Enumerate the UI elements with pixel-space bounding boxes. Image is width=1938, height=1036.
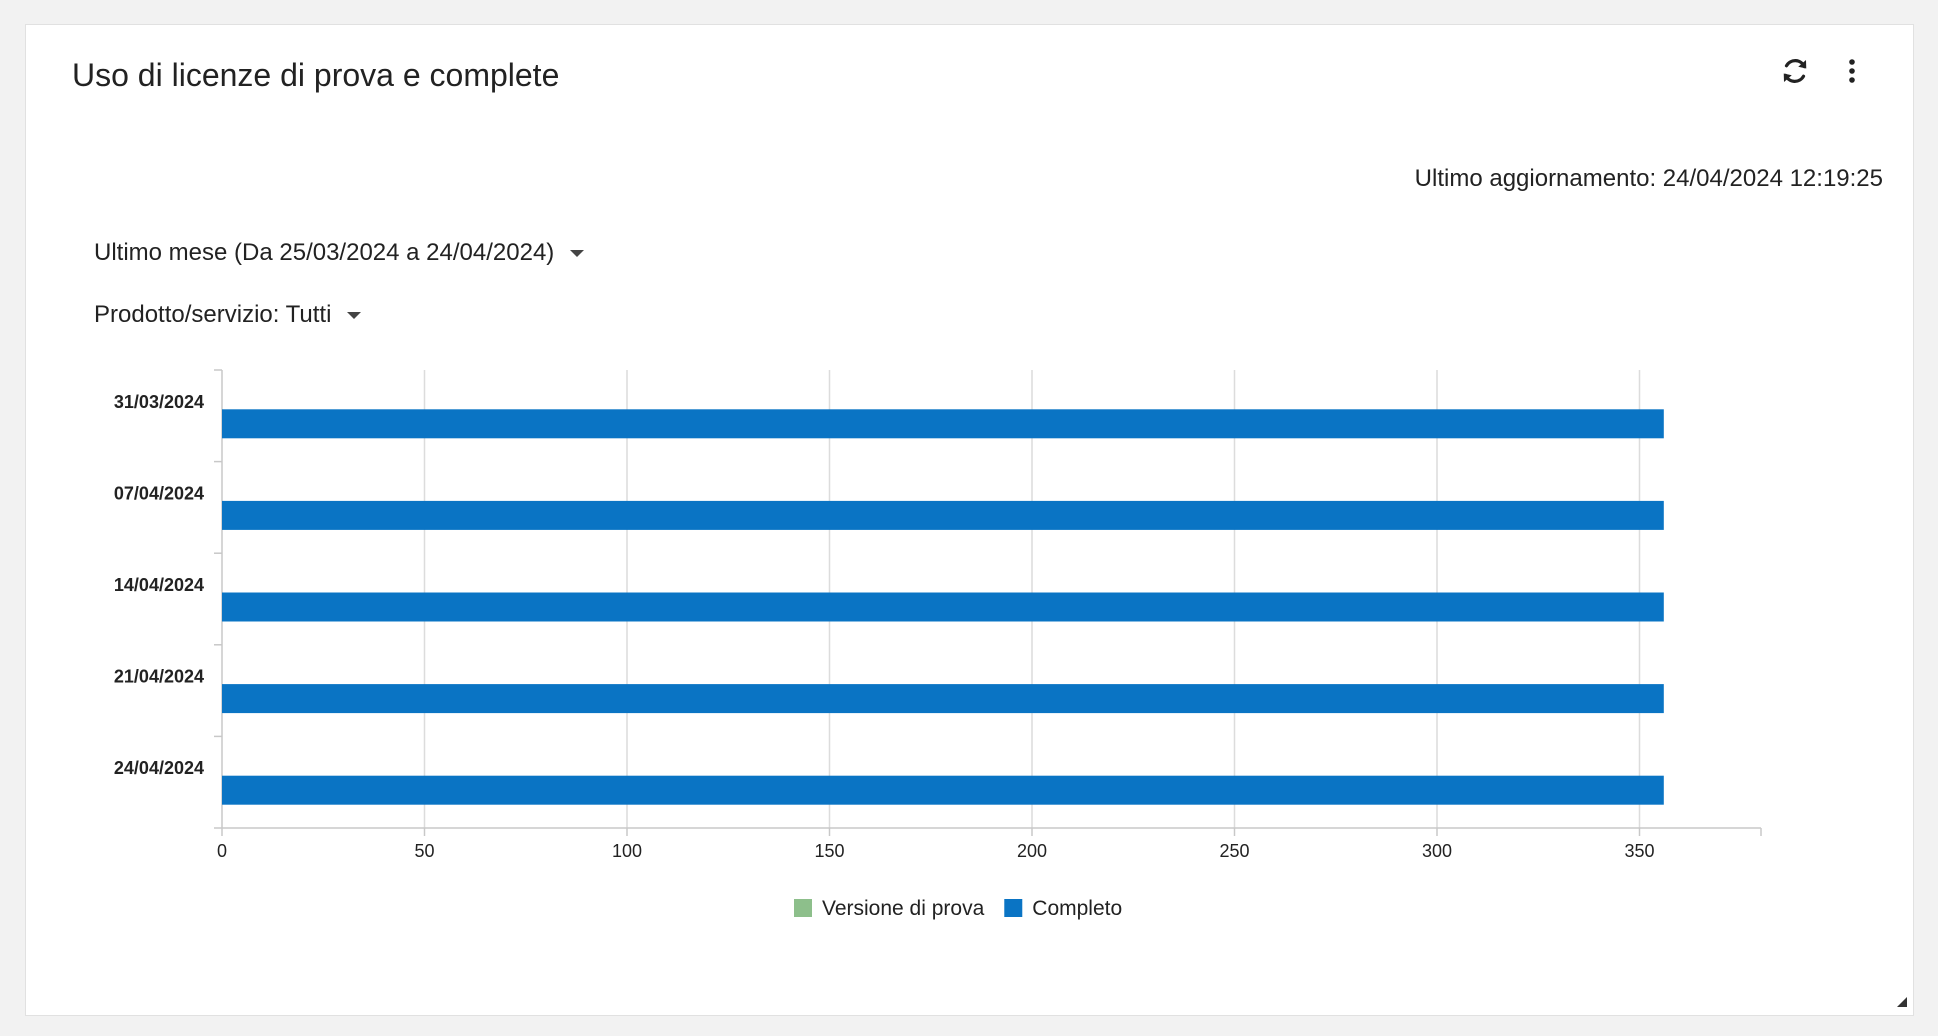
bar-full (222, 775, 1664, 805)
x-tick-label: 300 (1422, 841, 1452, 861)
license-usage-chart: 0 50 100 150 200 250 300 350 31/03/2024 07/04/202… (114, 369, 1762, 920)
y-category-label: 31/03/2024 (114, 392, 204, 412)
period-dropdown-label: Ultimo mese (Da 25/03/2024 a 24/04/2024) (94, 239, 555, 266)
bar-full (222, 500, 1664, 530)
resize-handle[interactable] (1897, 997, 1907, 1007)
product-dropdown-label: Prodotto/servizio: Tutti (94, 301, 332, 328)
more-options-button[interactable] (1832, 51, 1872, 91)
refresh-button[interactable] (1775, 51, 1815, 91)
bar-full (222, 409, 1664, 439)
product-dropdown[interactable]: Prodotto/servizio: Tutti (94, 301, 362, 329)
x-tick-label: 200 (1017, 841, 1047, 861)
x-tick-label: 50 (414, 841, 434, 861)
x-tick-label: 0 (217, 841, 227, 861)
legend-label: Versione di prova (822, 897, 985, 920)
widget-title: Uso di licenze di prova e complete (72, 57, 560, 93)
period-dropdown[interactable]: Ultimo mese (Da 25/03/2024 a 24/04/2024) (94, 239, 585, 267)
caret-down-icon (347, 311, 362, 319)
bar-full (222, 684, 1664, 714)
x-tick-label: 150 (814, 841, 844, 861)
x-tick-label: 250 (1219, 841, 1249, 861)
license-usage-widget: Uso di licenze di prova e complete Ultim… (25, 24, 1914, 1016)
legend-swatch (794, 899, 812, 917)
more-vertical-icon (1849, 59, 1855, 83)
y-category-label: 07/04/2024 (114, 483, 204, 503)
bar-full (222, 592, 1664, 622)
caret-down-icon (570, 249, 585, 257)
x-tick-label: 350 (1624, 841, 1654, 861)
legend-swatch (1004, 899, 1023, 917)
refresh-icon (1783, 59, 1807, 83)
y-category-label: 14/04/2024 (114, 575, 204, 595)
y-category-label: 24/04/2024 (114, 758, 204, 778)
legend-label: Completo (1032, 897, 1122, 920)
last-updated-text: Ultimo aggiornamento: 24/04/2024 12:19:2… (1414, 165, 1883, 192)
x-tick-label: 100 (612, 841, 642, 861)
y-category-label: 21/04/2024 (114, 667, 204, 687)
